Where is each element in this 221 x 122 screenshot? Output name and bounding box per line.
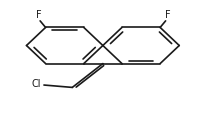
Text: F: F <box>164 10 170 20</box>
Text: F: F <box>36 10 41 20</box>
Text: Cl: Cl <box>32 79 41 89</box>
